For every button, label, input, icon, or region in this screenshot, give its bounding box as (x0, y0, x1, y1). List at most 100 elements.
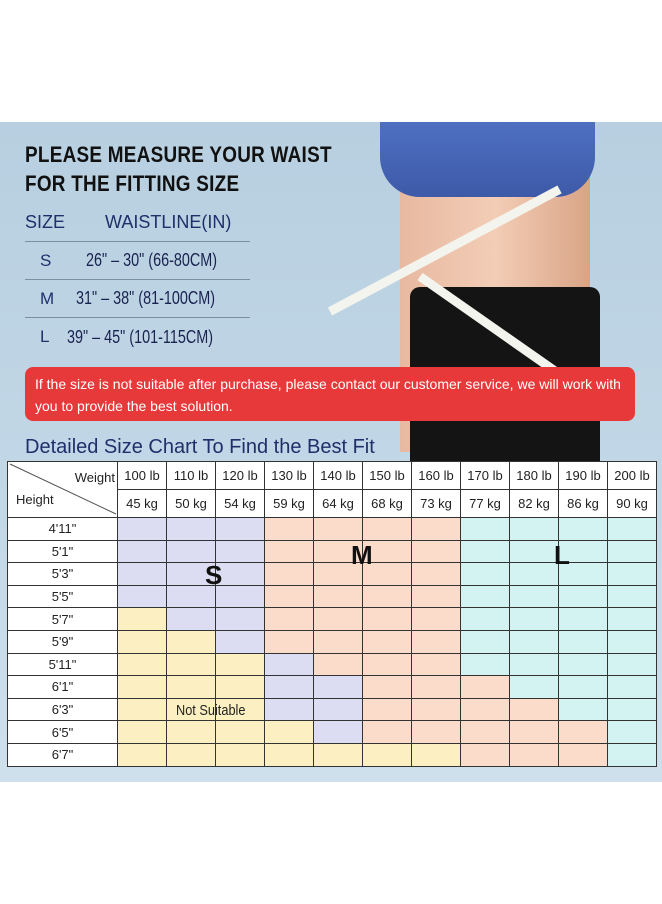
height-row: 5'11" (7, 652, 657, 677)
height-row: 5'3" (7, 562, 657, 586)
weight-lb: 150 lb (362, 461, 412, 490)
size-cell-L (607, 720, 657, 744)
size-cell-M (460, 697, 510, 722)
size-cell-M (313, 607, 363, 631)
size-cell-M (264, 607, 314, 631)
size-cell-S (313, 675, 363, 699)
size-cell-Y (264, 742, 314, 767)
size-cell-L (558, 675, 608, 699)
height-value: 5'11" (7, 652, 118, 677)
size-cell-S (117, 517, 167, 541)
size-cell-M (411, 584, 461, 609)
size-cell-M (509, 720, 559, 744)
size-cell-L (509, 584, 559, 609)
size-cell-Y (117, 652, 167, 677)
size-cell-L (607, 517, 657, 541)
size-cell-M (362, 584, 412, 609)
size-cell-M (460, 675, 510, 699)
height-row: 4'11" (7, 517, 657, 541)
size-cell-Y (166, 629, 216, 654)
size-range: 39" – 45" (101-115CM) (67, 326, 214, 347)
size-m-label: M (351, 540, 373, 570)
size-cell-Y (215, 742, 265, 767)
waist-size-table: SIZE WAISTLINE(IN) S 26" – 30" (66-80CM) … (25, 212, 250, 356)
size-cell-Y (166, 675, 216, 699)
size-s-label: S (205, 560, 223, 590)
size-cell-M (411, 652, 461, 677)
size-cell-L (460, 539, 510, 564)
size-cell-M (411, 607, 461, 631)
size-cell-L (509, 607, 559, 631)
size-cell-M (558, 742, 608, 767)
size-l-label: L (554, 540, 570, 570)
size-cell-S (215, 562, 265, 586)
size-cell-L (558, 629, 608, 654)
height-row: 6'7" (7, 742, 657, 767)
size-cell-M (362, 720, 412, 744)
size-cell-Y (117, 720, 167, 744)
size-range: 26" – 30" (66-80CM) (86, 250, 218, 270)
size-cell-Y (215, 697, 265, 722)
size-cell-S (166, 517, 216, 541)
size-cell-M (411, 720, 461, 744)
size-cell-L (607, 607, 657, 631)
weight-kg-row: 45 kg 50 kg 54 kg 59 kg 64 kg 68 kg 73 kg 77 kg… (8, 489, 657, 518)
size-cell-Y (313, 742, 363, 767)
height-row: 6'3" (7, 697, 657, 722)
size-cell-M (362, 675, 412, 699)
weight-kg: 59 kg (264, 489, 314, 518)
size-cell-L (558, 697, 608, 722)
size-cell-M (411, 675, 461, 699)
page-title: PLEASE MEASURE YOUR WAIST FOR THE FITTIN… (25, 140, 332, 198)
size-cell-S (166, 562, 216, 586)
weight-lb: 160 lb (411, 461, 461, 490)
size-cell-L (460, 584, 510, 609)
size-cell-Y (166, 742, 216, 767)
size-cell-S (264, 652, 314, 677)
size-label: S (40, 250, 52, 270)
size-cell-L (460, 607, 510, 631)
height-value: 5'3" (7, 562, 118, 586)
size-cell-M (362, 607, 412, 631)
weight-lb: 130 lb (264, 461, 314, 490)
size-cell-S (117, 562, 167, 586)
height-value: 6'7" (7, 742, 118, 767)
size-cell-Y (215, 652, 265, 677)
size-cell-Y (117, 742, 167, 767)
size-cell-S (215, 607, 265, 631)
size-chart-grid: Weight Height 100 lb 110 lb 120 lb 130 lb 140 … (7, 461, 657, 767)
size-cell-L (460, 629, 510, 654)
size-cell-S (215, 584, 265, 609)
size-cell-M (362, 652, 412, 677)
size-cell-Y (166, 697, 216, 722)
size-cell-L (509, 652, 559, 677)
chart-title: Detailed Size Chart To Find the Best Fit (25, 436, 375, 458)
weight-lb: 200 lb (607, 461, 657, 490)
size-cell-L (607, 629, 657, 654)
size-cell-M (264, 584, 314, 609)
size-label: M (40, 288, 55, 308)
size-cell-M (313, 562, 363, 586)
size-cell-Y (117, 629, 167, 654)
not-suitable-label: Not Suitable (176, 702, 246, 719)
size-cell-M (264, 629, 314, 654)
size-cell-L (460, 562, 510, 586)
size-cell-L (607, 652, 657, 677)
weight-lb: 100 lb (117, 461, 167, 490)
height-row: 6'5" (7, 720, 657, 744)
size-cell-L (558, 607, 608, 631)
size-cell-L (460, 652, 510, 677)
size-cell-S (117, 539, 167, 564)
size-cell-L (460, 517, 510, 541)
weight-label: Weight (74, 470, 115, 485)
size-cell-Y (215, 675, 265, 699)
size-cell-S (117, 584, 167, 609)
weight-kg: 90 kg (607, 489, 657, 518)
size-cell-M (509, 742, 559, 767)
size-cell-M (509, 697, 559, 722)
size-cell-M (313, 652, 363, 677)
size-cell-L (509, 562, 559, 586)
size-cell-L (607, 539, 657, 564)
height-value: 5'7" (7, 607, 118, 631)
size-cell-S (264, 675, 314, 699)
